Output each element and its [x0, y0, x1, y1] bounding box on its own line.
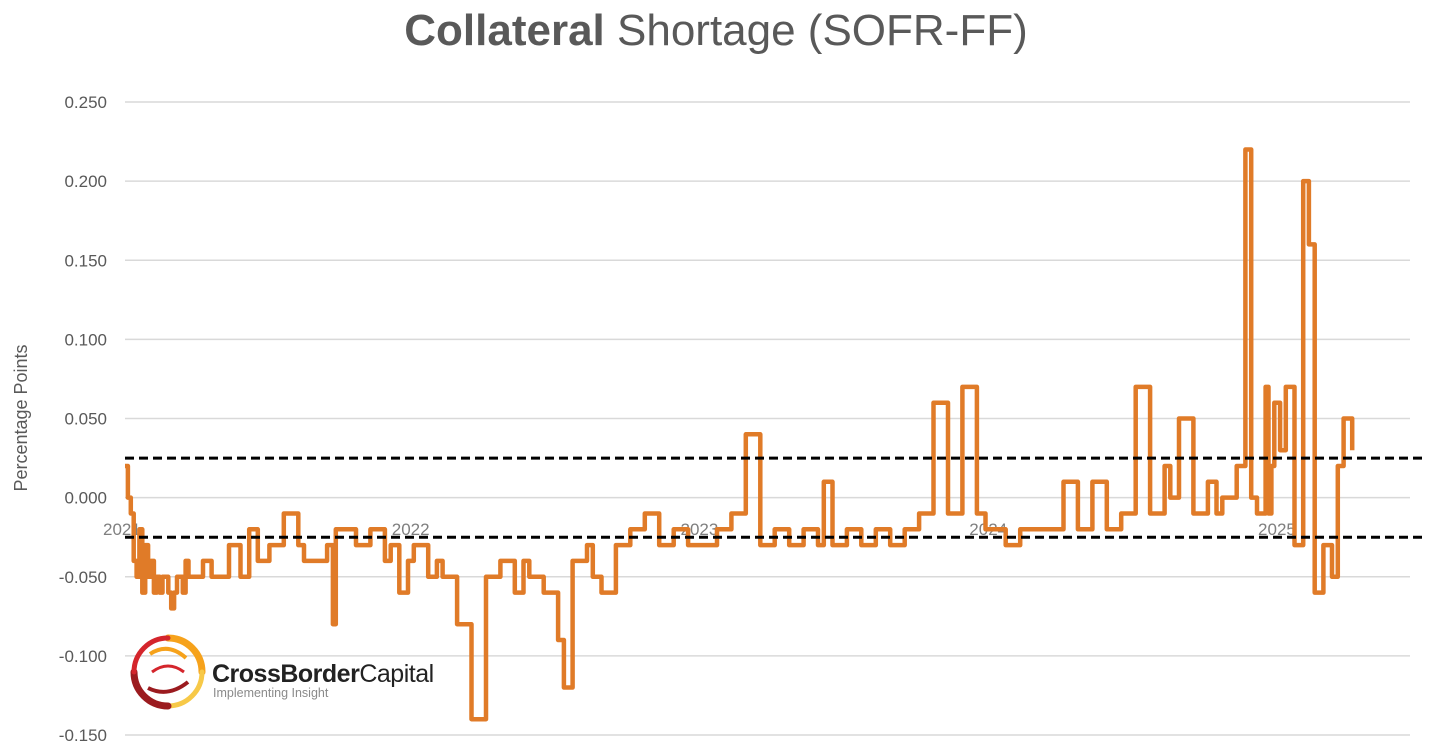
y-tick-label: 0.100	[64, 330, 107, 349]
x-tick-label: 2021	[103, 520, 141, 539]
logo-tagline: Implementing Insight	[213, 686, 329, 700]
y-tick-label: 0.150	[64, 251, 107, 270]
gridlines	[125, 101, 1410, 736]
x-axis-ticks: 2021 2022 2023 2024 2025	[103, 520, 1296, 539]
logo-name-regular: Capital	[359, 660, 434, 688]
y-tick-label: -0.100	[59, 647, 107, 666]
logo-name-bold: CrossBorder	[212, 660, 360, 688]
y-tick-label: 0.000	[64, 489, 107, 508]
logo-name: CrossBorderCapital	[212, 660, 434, 689]
crossborder-capital-logo: CrossBorderCapital Implementing Insight	[128, 632, 448, 712]
reference-lines	[125, 456, 1422, 539]
y-tick-label: 0.250	[64, 93, 107, 112]
logo-mark-icon	[130, 634, 206, 710]
x-tick-label: 2022	[392, 520, 430, 539]
y-tick-label: -0.050	[59, 568, 107, 587]
y-tick-label: -0.150	[59, 726, 107, 745]
chart-title: Collateral Shortage (SOFR-FF)	[0, 6, 1432, 56]
series-group	[125, 147, 1355, 722]
y-axis-label: Percentage Points	[11, 344, 31, 491]
series-line	[125, 147, 1355, 722]
chart-title-regular: Shortage (SOFR-FF)	[617, 6, 1028, 55]
x-tick-label: 2025	[1258, 520, 1296, 539]
y-tick-label: 0.200	[64, 172, 107, 191]
chart-title-bold: Collateral	[404, 6, 605, 55]
y-axis-ticks: 0.250 0.200 0.150 0.100 0.050 0.000 -0.050 -0.1…	[59, 93, 107, 745]
y-tick-label: 0.050	[64, 410, 107, 429]
